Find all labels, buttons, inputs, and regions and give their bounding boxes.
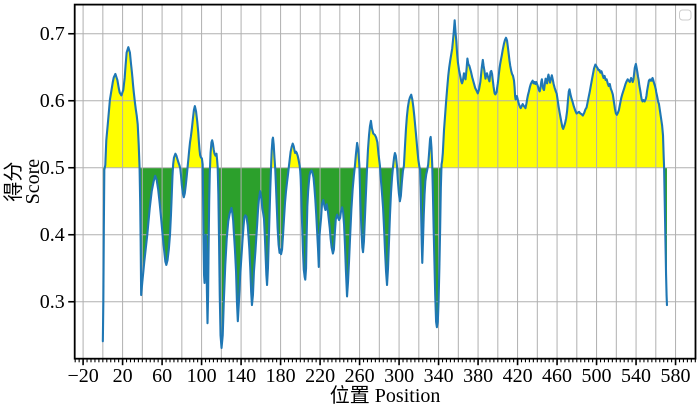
- y-tick-label: 0.3: [40, 291, 65, 313]
- x-tick-label: 340: [424, 365, 454, 387]
- fill-above-threshold: [102, 20, 667, 168]
- score-line: [101, 19, 669, 350]
- svg-text:Score: Score: [22, 159, 44, 205]
- x-tick-label: 180: [266, 365, 296, 387]
- minor-ticks: [74, 358, 696, 363]
- x-tick-label: 100: [187, 365, 217, 387]
- x-tick-label: 260: [345, 365, 375, 387]
- x-tick-label: 220: [305, 365, 335, 387]
- x-tick-label: 460: [542, 365, 572, 387]
- svg-text:得分: 得分: [2, 162, 25, 202]
- x-tick-label: 300: [384, 365, 414, 387]
- x-tick-label: −20: [67, 365, 98, 387]
- x-tick-label: 540: [621, 365, 651, 387]
- x-tick-label: 20: [113, 365, 133, 387]
- plot-frame: [73, 3, 697, 360]
- y-tick-label: 0.5: [40, 157, 65, 179]
- legend-box: [679, 9, 692, 21]
- x-tick-label: 420: [503, 365, 533, 387]
- y-tick-label: 0.7: [40, 23, 65, 45]
- x-tick-label: 140: [226, 365, 256, 387]
- y-tick-label: 0.4: [40, 224, 65, 246]
- x-tick-label: 60: [152, 365, 172, 387]
- x-tick-label: 580: [661, 365, 691, 387]
- fill-below-threshold: [102, 167, 667, 348]
- y-tick-label: 0.6: [40, 90, 65, 112]
- x-tick-label: 500: [582, 365, 612, 387]
- x-axis-label: 位置 Position: [330, 384, 441, 407]
- x-tick-label: 380: [463, 365, 493, 387]
